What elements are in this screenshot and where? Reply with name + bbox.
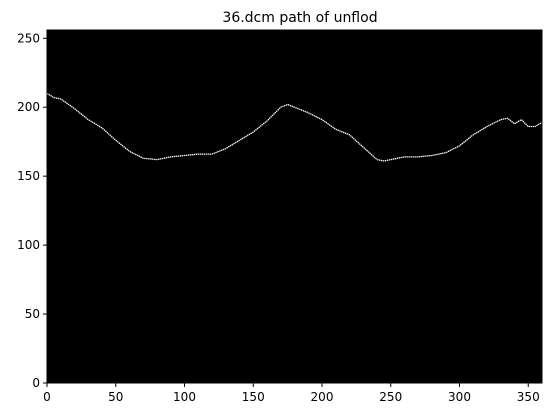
plot-frame	[46, 29, 543, 384]
path-line	[46, 92, 543, 162]
x-tick-label: 150	[242, 390, 265, 404]
y-tick-label: 0	[32, 376, 40, 390]
chart-title: 36.dcm path of unflod	[222, 10, 377, 26]
x-tick-label: 300	[448, 390, 471, 404]
y-tick-label: 50	[25, 307, 40, 321]
y-tick-label: 250	[17, 31, 40, 45]
plot-area	[47, 30, 542, 383]
x-tick-label: 100	[173, 390, 196, 404]
y-tick-label: 100	[17, 238, 40, 252]
x-axis: 0 50 100 150 200 250 300 350	[43, 383, 540, 404]
marks	[46, 92, 543, 162]
y-tick-label: 200	[17, 100, 40, 114]
y-tick-label: 150	[17, 169, 40, 183]
x-tick-label: 0	[43, 390, 51, 404]
x-tick-label: 250	[379, 390, 402, 404]
x-tick-label: 350	[517, 390, 540, 404]
x-tick-label: 200	[311, 390, 334, 404]
x-tick-label: 50	[108, 390, 123, 404]
y-axis: 0 50 100 150 200 250	[17, 31, 47, 390]
